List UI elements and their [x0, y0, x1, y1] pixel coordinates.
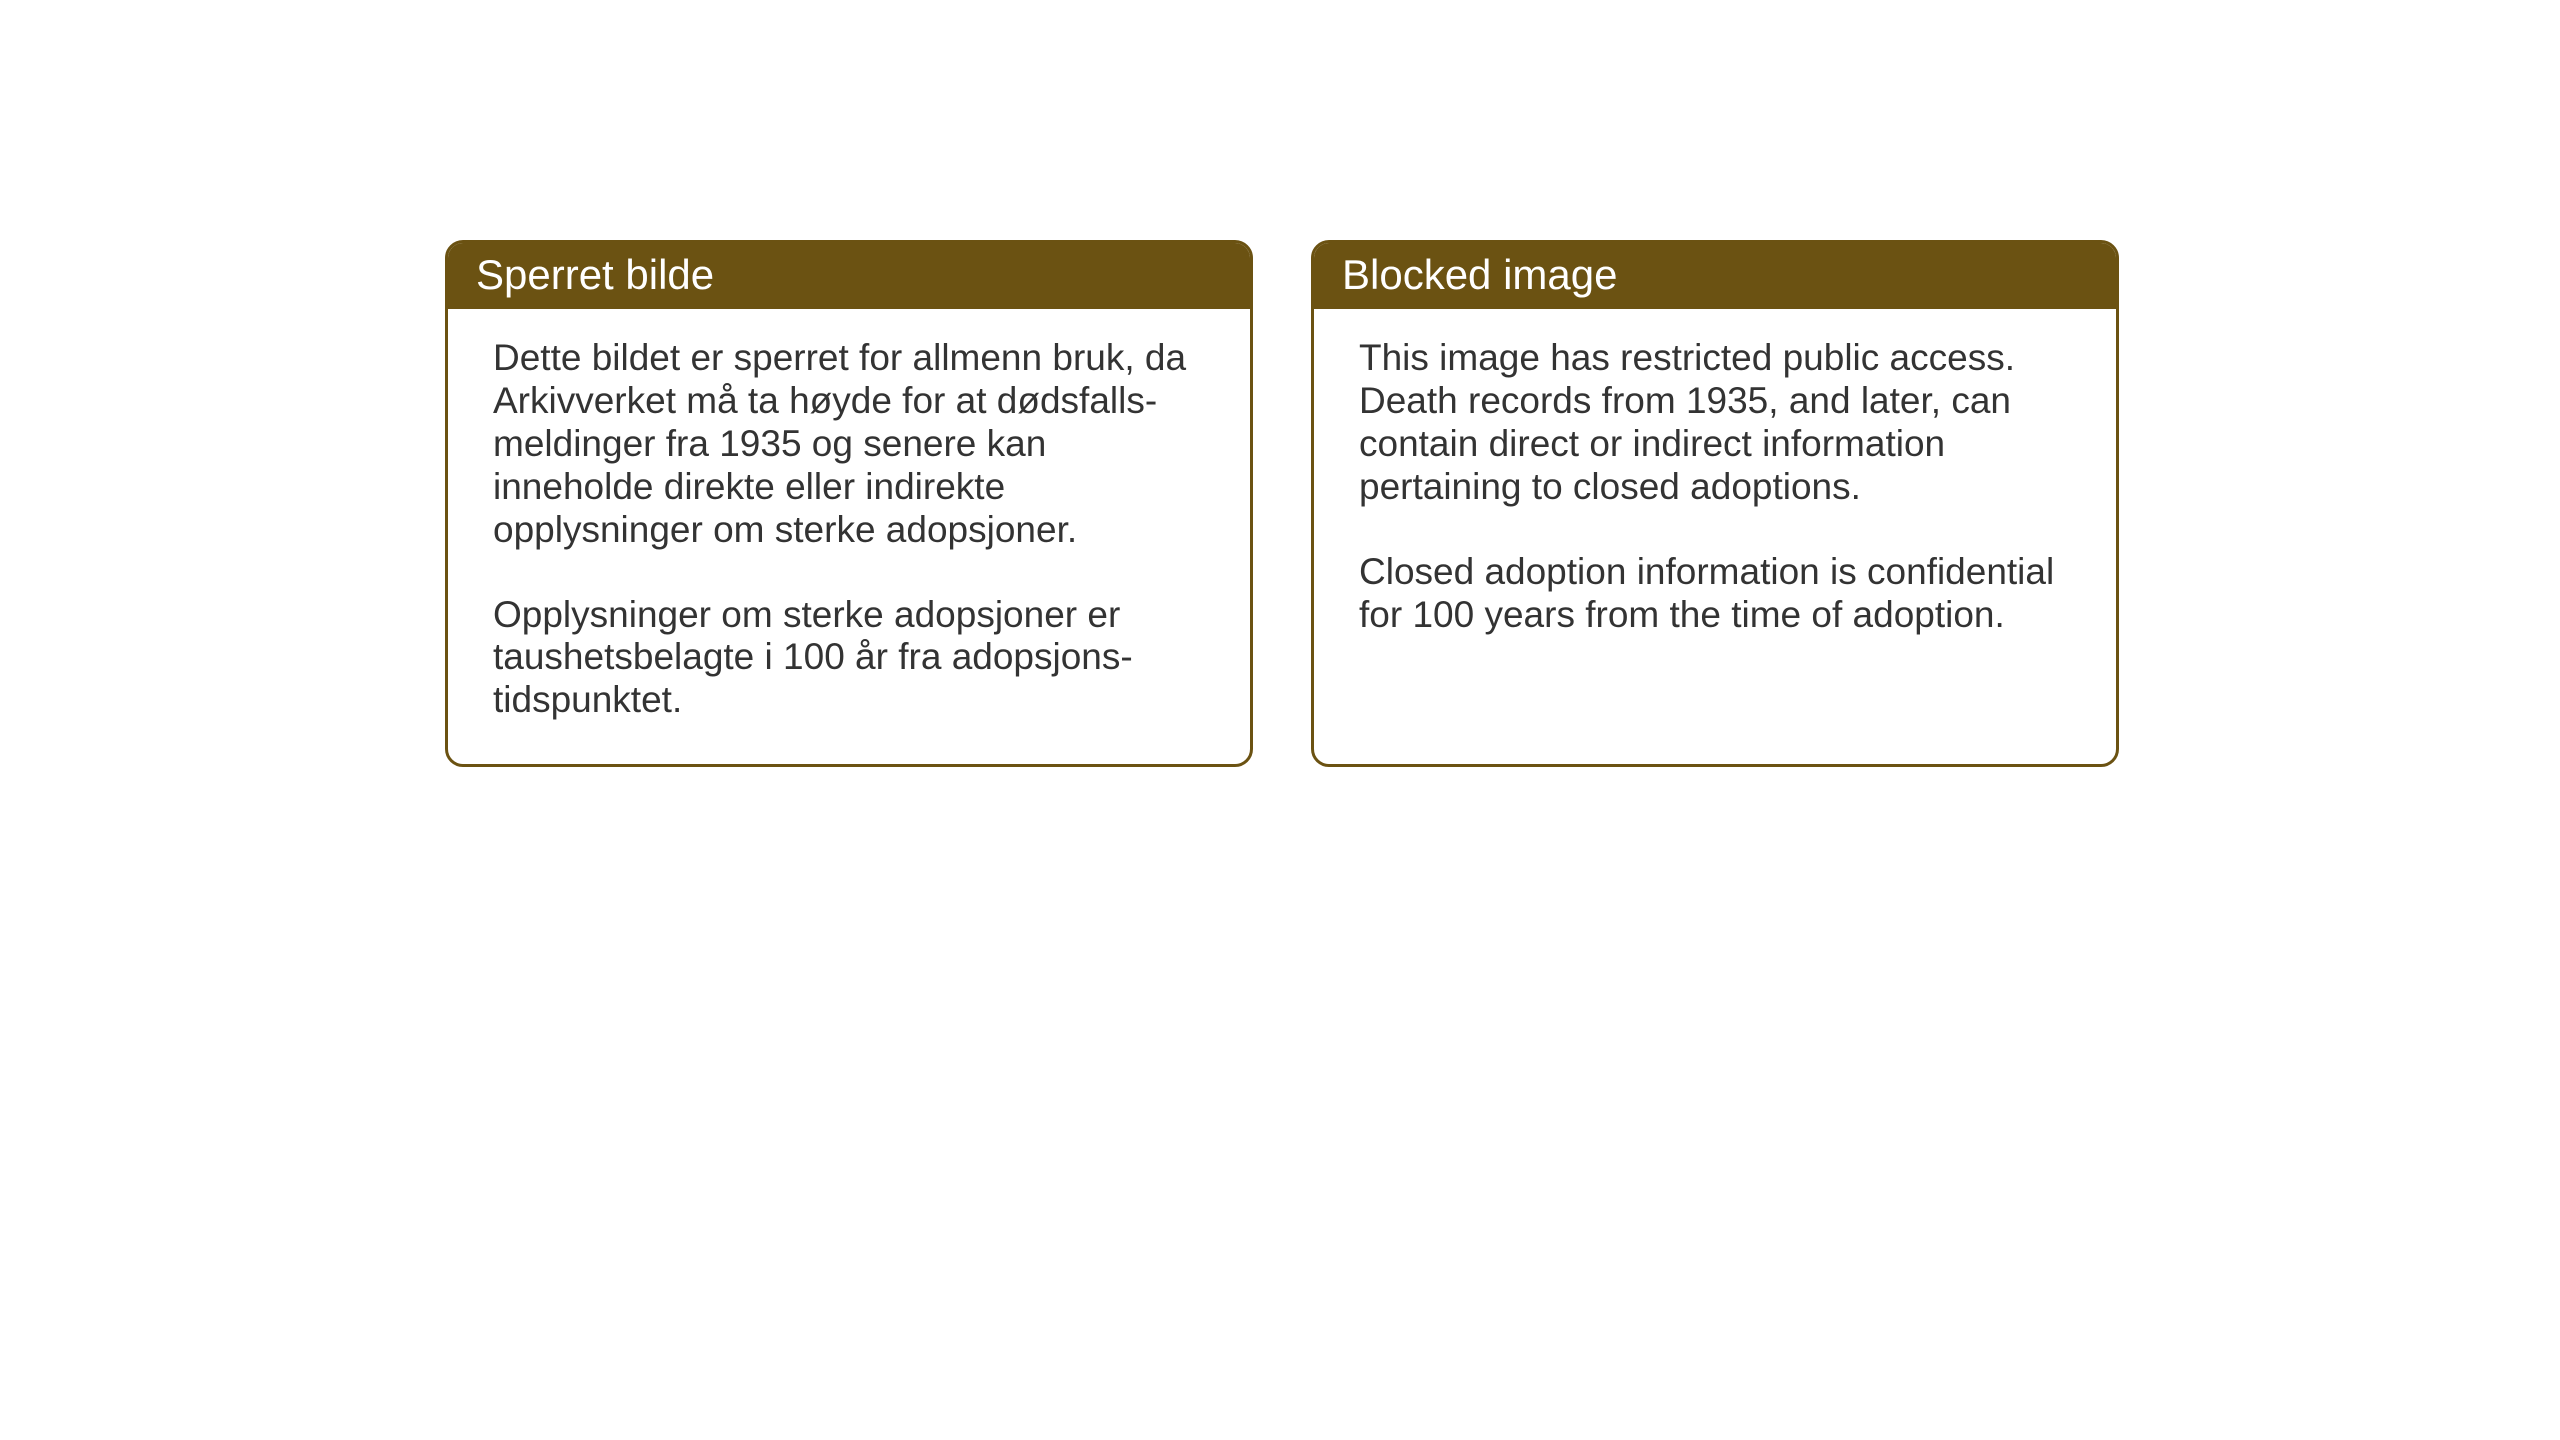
card-body-norwegian: Dette bildet er sperret for allmenn bruk…	[448, 309, 1250, 764]
cards-container: Sperret bilde Dette bildet er sperret fo…	[445, 240, 2119, 767]
card-norwegian: Sperret bilde Dette bildet er sperret fo…	[445, 240, 1253, 767]
card-paragraph-2-english: Closed adoption information is confident…	[1359, 551, 2071, 637]
card-body-english: This image has restricted public access.…	[1314, 309, 2116, 678]
card-paragraph-1-norwegian: Dette bildet er sperret for allmenn bruk…	[493, 337, 1205, 552]
card-paragraph-1-english: This image has restricted public access.…	[1359, 337, 2071, 509]
card-paragraph-2-norwegian: Opplysninger om sterke adopsjoner er tau…	[493, 594, 1205, 723]
card-english: Blocked image This image has restricted …	[1311, 240, 2119, 767]
card-header-english: Blocked image	[1314, 243, 2116, 309]
card-header-norwegian: Sperret bilde	[448, 243, 1250, 309]
